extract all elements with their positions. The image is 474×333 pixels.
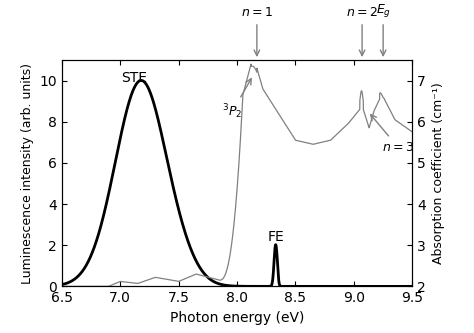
Text: $n = 1$: $n = 1$ [241,6,273,56]
Text: $^3P_2$: $^3P_2$ [222,79,251,121]
Text: $n = 2$: $n = 2$ [346,6,378,56]
Y-axis label: Luminescence intensity (arb. units): Luminescence intensity (arb. units) [20,63,34,284]
Text: $n = 3$: $n = 3$ [371,115,414,154]
Text: FE: FE [267,230,284,244]
X-axis label: Photon energy (eV): Photon energy (eV) [170,311,304,325]
Text: STE: STE [121,71,147,85]
Text: $E_g$: $E_g$ [375,2,391,56]
Y-axis label: Absorption coefficient (cm⁻¹): Absorption coefficient (cm⁻¹) [432,82,445,264]
